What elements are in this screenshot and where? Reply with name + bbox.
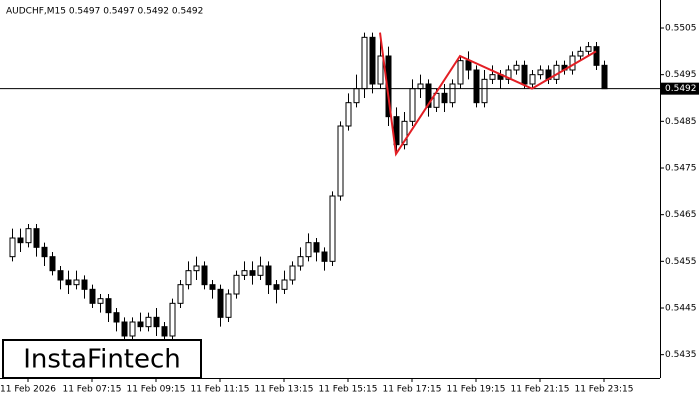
- candle-body: [225, 293, 232, 318]
- logo-box: [2, 339, 202, 379]
- candle-body: [265, 265, 272, 286]
- candle-body: [329, 195, 336, 262]
- x-tick-label: 11 Feb 15:15: [318, 385, 377, 395]
- candle-body: [9, 237, 16, 258]
- y-tick-label: 0.5495: [665, 70, 697, 80]
- candle-body: [449, 83, 456, 104]
- y-tick-label: 0.5445: [665, 304, 697, 314]
- candle-body: [361, 36, 368, 90]
- candle-body: [33, 228, 40, 248]
- candle-body: [465, 60, 472, 71]
- header: AUDCHF,M15 0.5497 0.5497 0.5492 0.5492: [6, 7, 203, 17]
- candle-body: [489, 74, 496, 80]
- x-tick-label: 11 Feb 13:15: [254, 385, 313, 395]
- candle-body: [241, 270, 248, 276]
- candle-body: [153, 316, 160, 328]
- candle-body: [177, 284, 184, 304]
- candle-body: [393, 116, 400, 146]
- candle-body: [233, 274, 240, 295]
- x-tick-label: 11 Feb 07:15: [62, 385, 121, 395]
- candle-body: [529, 74, 536, 85]
- candle-body: [81, 279, 88, 290]
- candle-body: [321, 251, 328, 262]
- candle-body: [353, 88, 360, 104]
- candle-body: [425, 83, 432, 108]
- candle-body: [369, 36, 376, 85]
- candle-body: [441, 92, 448, 104]
- candle-body: [257, 265, 264, 276]
- candle-body: [593, 46, 600, 66]
- candle-body: [129, 321, 136, 337]
- candle-body: [17, 237, 24, 244]
- candle-body: [25, 228, 32, 244]
- plot-area: 0.5435 0.5445 0.5455 0.5465 0.5475 0.5485 0.54…: [0, 24, 699, 395]
- x-tick-label: 11 Feb 11:15: [190, 385, 249, 395]
- candle-body: [601, 64, 608, 90]
- candle-body: [521, 64, 528, 85]
- y-tick-label: 0.5505: [665, 24, 697, 34]
- candle-body: [473, 69, 480, 104]
- candle-body: [289, 265, 296, 281]
- candle-body: [385, 55, 392, 118]
- x-tick-label: 11 Feb 23:15: [574, 385, 633, 395]
- candle-body: [417, 83, 424, 90]
- candle-body: [169, 302, 176, 337]
- candle-body: [313, 242, 320, 253]
- candle-body: [49, 256, 56, 272]
- candle-body: [217, 288, 224, 318]
- candle-body: [73, 279, 80, 286]
- candle-body: [57, 270, 64, 281]
- pattern-line: [379, 32, 597, 157]
- candle-body: [97, 298, 104, 304]
- candle-body: [345, 102, 352, 127]
- candle-body: [513, 64, 520, 71]
- candle-body: [113, 312, 120, 323]
- y-tick-label: 0.5465: [665, 210, 697, 220]
- candle-body: [201, 265, 208, 286]
- candle-body: [297, 256, 304, 267]
- y-tick-label: 0.5455: [665, 257, 697, 267]
- candle-body: [105, 298, 112, 314]
- candle-body: [281, 279, 288, 290]
- candle-body: [137, 321, 144, 328]
- candle-body: [145, 316, 152, 328]
- candle-body: [409, 88, 416, 122]
- candle-body: [377, 55, 384, 85]
- candle-body: [209, 284, 216, 290]
- candle-body: [305, 242, 312, 258]
- x-tick-label: 11 Feb 2026: [0, 385, 56, 395]
- candle-body: [505, 69, 512, 80]
- candle-body: [537, 69, 544, 76]
- candle-body: [273, 284, 280, 290]
- y-tick-label: 0.5485: [665, 117, 697, 127]
- candle-body: [121, 321, 128, 337]
- candle-body: [457, 60, 464, 85]
- candle-body: [89, 288, 96, 304]
- x-tick-label: 11 Feb 17:15: [382, 385, 441, 395]
- x-tick-label: 11 Feb 09:15: [126, 385, 185, 395]
- logo: InstaFintech: [23, 345, 181, 375]
- candle-body: [161, 326, 168, 337]
- candle-body: [401, 120, 408, 146]
- candle-body: [193, 265, 200, 272]
- candle-body: [577, 50, 584, 57]
- candle-body: [185, 270, 192, 286]
- y-tick-label: 0.5435: [665, 350, 697, 360]
- price-label-box: [661, 82, 699, 95]
- candle-body: [249, 270, 256, 276]
- x-tick-label: 11 Feb 19:15: [446, 385, 505, 395]
- y-tick-label: 0.5475: [665, 164, 697, 174]
- candle-body: [41, 246, 48, 258]
- candle-body: [65, 279, 72, 286]
- price-label: 0.5492: [665, 84, 697, 94]
- candle-body: [481, 78, 488, 104]
- candle-body: [337, 125, 344, 197]
- x-tick-label: 11 Feb 21:15: [510, 385, 569, 395]
- candle-body: [585, 46, 592, 52]
